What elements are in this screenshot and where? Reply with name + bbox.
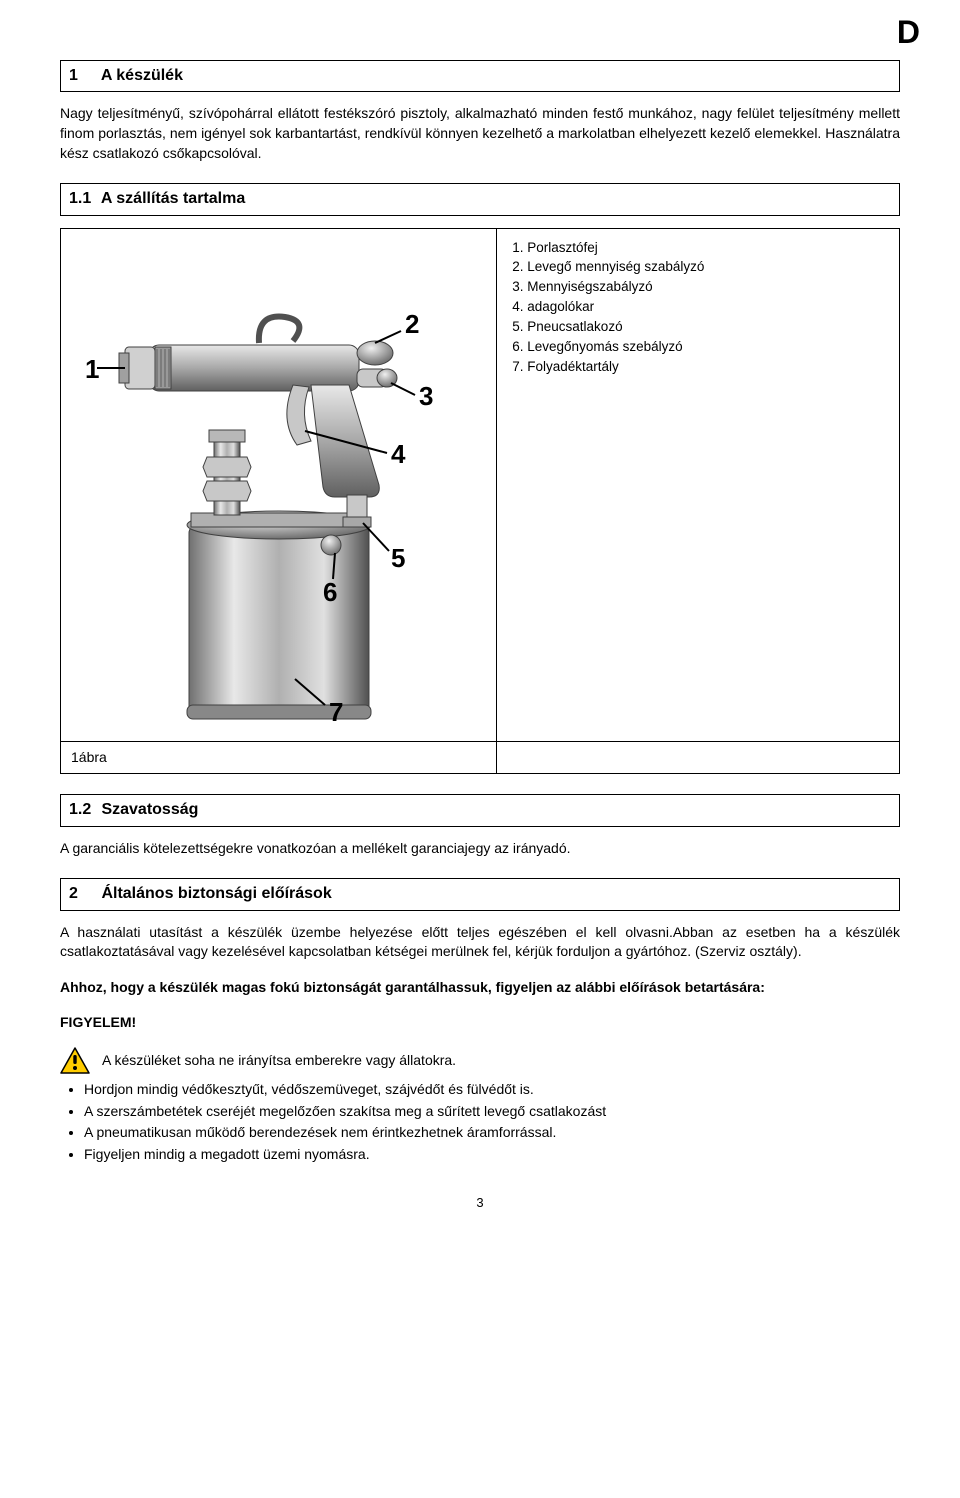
safety-bullets: Hordjon mindig védőkesztyűt, védőszemüve… xyxy=(84,1080,900,1164)
legend-item: Pneucsatlakozó xyxy=(527,318,889,337)
attention-label: FIGYELEM! xyxy=(60,1013,900,1033)
figure-label: 1ábra xyxy=(61,741,497,774)
callout-7: 7 xyxy=(329,697,343,727)
intro-paragraph: Nagy teljesítményű, szívópohárral elláto… xyxy=(60,104,900,163)
corner-letter: D xyxy=(897,10,920,55)
figure-cell: 1 2 3 4 5 6 7 xyxy=(61,228,497,741)
section-2-title: Általános biztonsági előírások xyxy=(101,885,331,902)
section-1-2-num: 1.2 xyxy=(69,799,97,821)
warning-icon xyxy=(60,1047,90,1074)
legend-item: Mennyiségszabályzó xyxy=(527,278,889,297)
section-1-bar: 1 A készülék xyxy=(60,60,900,92)
section-2-bar: 2 Általános biztonsági előírások xyxy=(60,878,900,910)
callout-2: 2 xyxy=(405,309,419,339)
section-1-2-bar: 1.2 Szavatosság xyxy=(60,794,900,826)
section-1-1-title: A szállítás tartalma xyxy=(101,190,245,207)
legend-item: adagolókar xyxy=(527,298,889,317)
section-2-num: 2 xyxy=(69,883,97,905)
callout-1: 1 xyxy=(85,354,99,384)
legend-item: Porlasztófej xyxy=(527,239,889,258)
legend-cell: Porlasztófej Levegő mennyiség szabályzó … xyxy=(497,228,900,741)
callout-3: 3 xyxy=(419,381,433,411)
bold-instruction: Ahhoz, hogy a készülék magas fokú bizton… xyxy=(60,978,900,998)
section-1-2-title: Szavatosság xyxy=(101,801,198,818)
warranty-paragraph: A garanciális kötelezettségekre vonatkoz… xyxy=(60,839,900,859)
warn-first-line: A készüléket soha ne irányítsa emberekre… xyxy=(102,1047,456,1071)
section-1-num: 1 xyxy=(69,65,97,87)
legend-item: Levegő mennyiség szabályzó xyxy=(527,258,889,277)
bullet-item: A pneumatikusan működő berendezések nem … xyxy=(84,1123,900,1143)
legend-item: Folyadéktartály xyxy=(527,358,889,377)
spray-gun-figure: 1 2 3 4 5 6 7 xyxy=(79,235,479,735)
bullet-item: A szerszámbetétek cseréjét megelőzően sz… xyxy=(84,1102,900,1122)
figure-table: 1 2 3 4 5 6 7 Porlasztófej Levegő mennyi… xyxy=(60,228,900,775)
section-1-1-bar: 1.1 A szállítás tartalma xyxy=(60,183,900,215)
bullet-item: Figyeljen mindig a megadott üzemi nyomás… xyxy=(84,1145,900,1165)
safety-paragraph: A használati utasítást a készülék üzembe… xyxy=(60,923,900,962)
legend-item: Levegőnyomás szebályzó xyxy=(527,338,889,357)
figure-label-empty xyxy=(497,741,900,774)
callout-5: 5 xyxy=(391,543,405,573)
bullet-item: Hordjon mindig védőkesztyűt, védőszemüve… xyxy=(84,1080,900,1100)
page-number: 3 xyxy=(60,1194,900,1212)
section-1-title: A készülék xyxy=(101,67,183,84)
callout-4: 4 xyxy=(391,439,406,469)
callout-6: 6 xyxy=(323,577,337,607)
section-1-1-num: 1.1 xyxy=(69,188,97,210)
